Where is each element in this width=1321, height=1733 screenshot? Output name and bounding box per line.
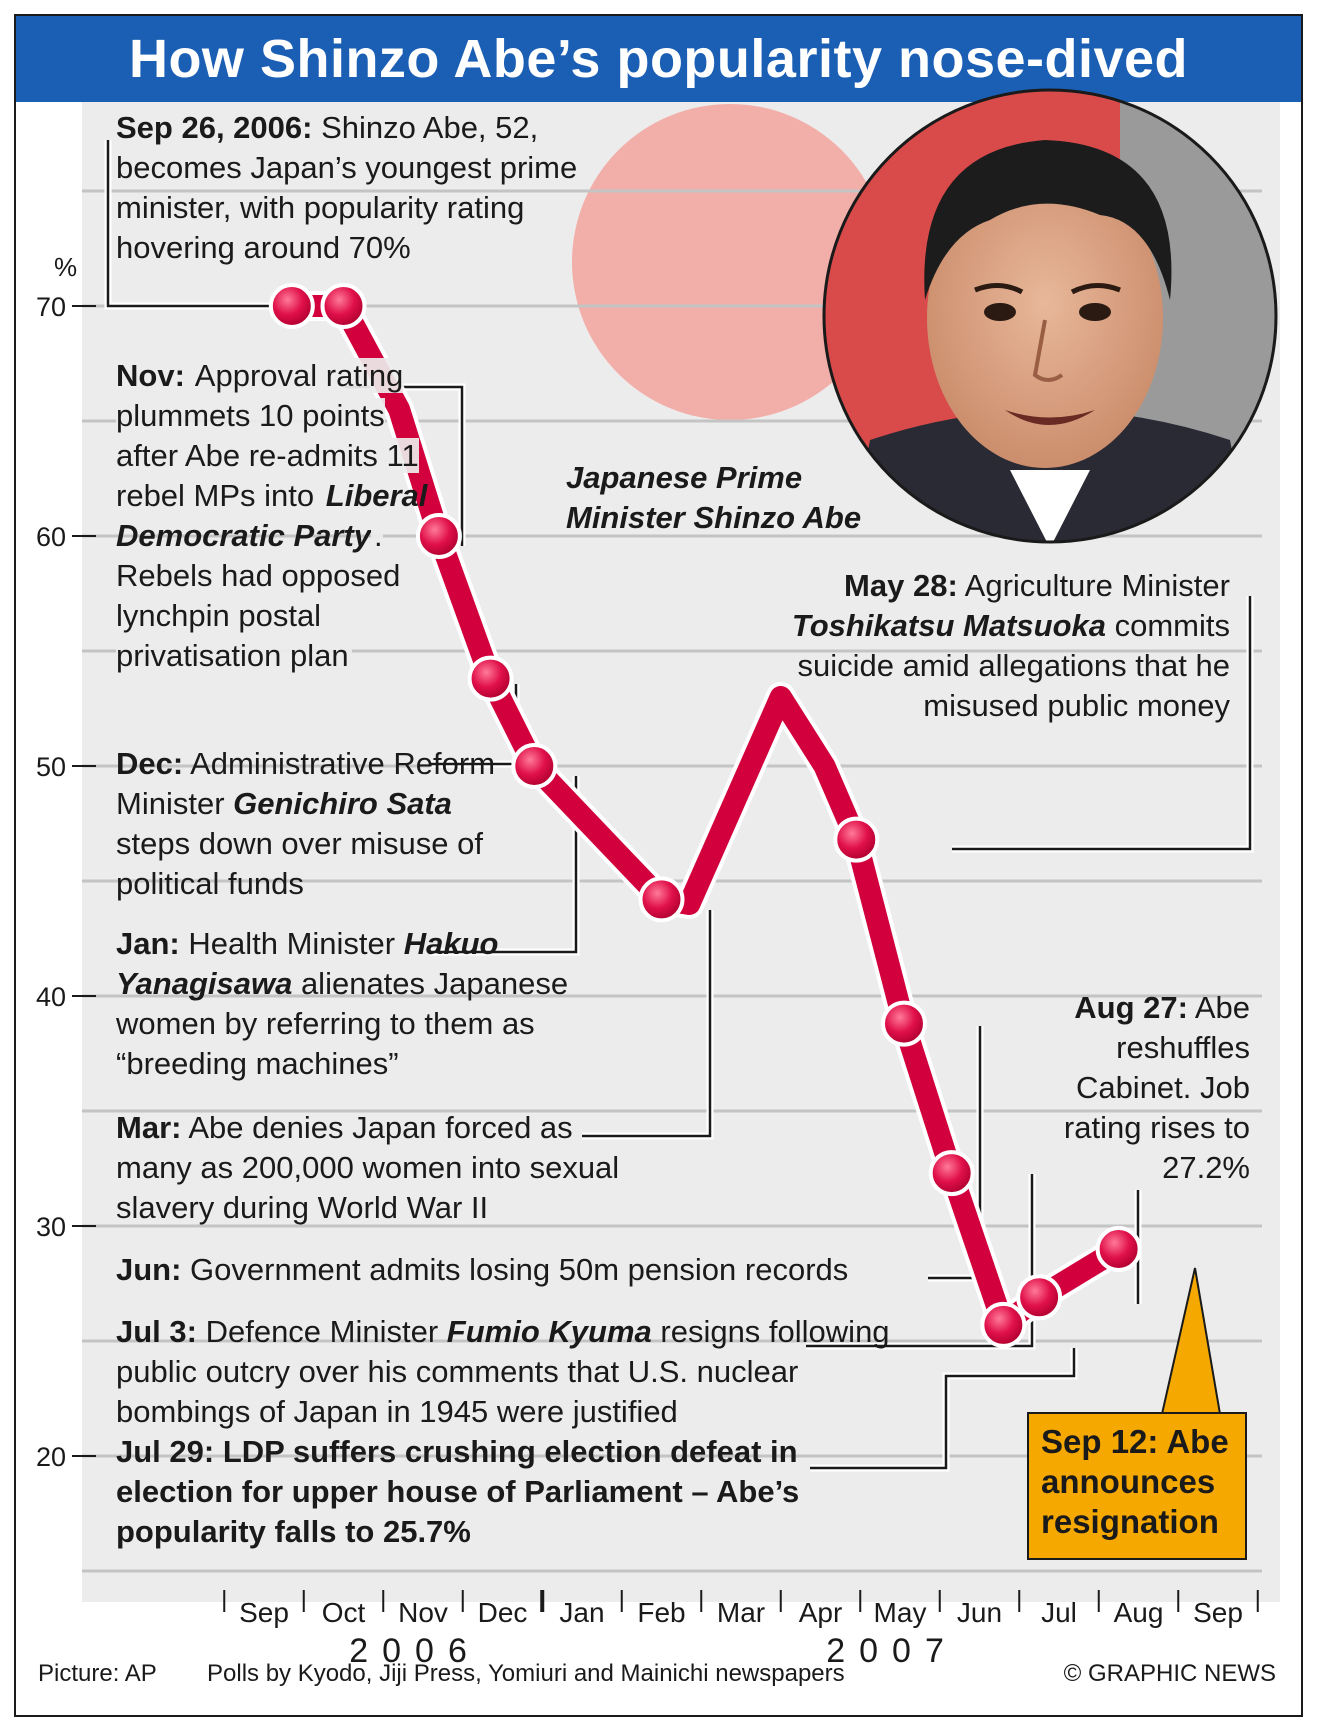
photo-caption: Japanese Prime Minister Shinzo Abe	[566, 460, 862, 535]
x-year-label: 2007	[826, 1632, 958, 1670]
data-point	[467, 655, 514, 702]
annotation-text-2: resigns following public outcry over his…	[116, 1314, 890, 1429]
title-bar: How Shinzo Abe’s popularity nose-dived	[16, 16, 1301, 102]
annotation-date: Aug 27:	[1074, 990, 1188, 1025]
y-tick-label: 30	[36, 1212, 66, 1242]
annotation-name: Toshikatsu Matsuoka	[791, 608, 1106, 643]
y-tick-label: 20	[36, 1442, 66, 1472]
annotation-mar: Mar: Abe denies Japan forced as many as …	[116, 1108, 646, 1228]
footer: Picture: AP Polls by Kyodo, Jiji Press, …	[0, 1660, 1321, 1696]
annotation-name: Fumio Kyuma	[446, 1314, 652, 1349]
annotation-date: Jan:	[116, 926, 180, 961]
x-year-label: 2006	[349, 1632, 481, 1670]
y-tick-label: 50	[36, 752, 66, 782]
popularity-series	[268, 283, 1142, 1348]
annotation-text: Government admits losing 50m pension rec…	[181, 1252, 849, 1287]
annotation-text: Agriculture Minister	[957, 568, 1230, 603]
series-line	[280, 295, 1130, 1336]
axes: % 70 60 50 40 30 20 Sep Oct Nov Dec Jan Feb Mar Apr May…	[36, 252, 1259, 1670]
x-tick-label: Mar	[717, 1597, 765, 1628]
annotation-text: Health Minister	[179, 926, 404, 961]
annotation-text: Jul 29: LDP suffers crushing election de…	[116, 1434, 800, 1549]
annotation-date: Mar:	[116, 1110, 182, 1145]
data-point	[320, 283, 367, 329]
annotation-nov: Nov: Approval rating plummets 10 points …	[116, 356, 436, 676]
data-point	[638, 876, 685, 923]
annotation-date: Dec:	[116, 746, 184, 781]
data-point	[1016, 1274, 1063, 1321]
annotation-date: Jul 3:	[116, 1314, 197, 1349]
data-point	[415, 513, 462, 559]
annotation-text-2: alienates Japanese women by referring to…	[116, 966, 569, 1081]
resign-callout: Sep 12: Abe announces resignation	[1027, 1412, 1247, 1560]
data-point	[928, 1150, 975, 1197]
resign-callout-text: Sep 12: Abe announces resignation	[1041, 1423, 1229, 1540]
annotation-text: Abe reshuffles Cabinet. Job rating rises…	[1063, 990, 1250, 1185]
annotation-name: Genichiro Sata	[233, 786, 452, 821]
annotation-jul29: Jul 29: LDP suffers crushing election de…	[116, 1432, 836, 1552]
annotation-text: Abe denies Japan forced as many as 200,0…	[116, 1110, 620, 1225]
leader-line	[106, 140, 276, 308]
x-tick-label: Jun	[957, 1597, 1002, 1628]
leader-line	[810, 1348, 1076, 1470]
annotation-date: Sep 26, 2006:	[116, 110, 313, 145]
annotation-text: Shinzo Abe, 52, becomes Japan’s youngest…	[116, 110, 578, 265]
annotation-jan: Jan: Health Minister Hakuo Yanagisawa al…	[116, 924, 616, 1084]
y-axis-unit: %	[54, 252, 77, 282]
portrait-ring	[822, 88, 1278, 544]
annotation-date: Jun:	[116, 1252, 182, 1287]
annotation-sep26: Sep 26, 2006: Shinzo Abe, 52, becomes Ja…	[116, 108, 586, 268]
data-point	[833, 816, 880, 863]
x-tick-label: Feb	[637, 1597, 685, 1628]
x-tick-label: Sep	[1193, 1597, 1243, 1628]
data-point	[511, 743, 558, 789]
copyright: © GRAPHIC NEWS	[1063, 1660, 1276, 1687]
annotation-party: Liberal Democratic Party	[116, 478, 428, 553]
polls-credit: Polls by Kyodo, Jiji Press, Yomiuri and …	[207, 1660, 845, 1687]
annotation-may28: May 28: Agriculture Minister Toshikatsu …	[750, 566, 1230, 726]
annotation-text: Defence Minister	[196, 1314, 447, 1349]
x-tick-label: Apr	[799, 1597, 843, 1628]
y-tick-label: 40	[36, 982, 66, 1012]
annotation-jun: Jun: Government admits losing 50m pensio…	[116, 1250, 936, 1290]
annotation-date: May 28:	[844, 568, 958, 603]
data-point	[268, 283, 315, 329]
leader-line	[430, 776, 578, 954]
x-tick-label: Dec	[478, 1597, 528, 1628]
annotation-name: Hakuo Yanagisawa	[116, 926, 499, 1001]
chart-title: How Shinzo Abe’s popularity nose-dived	[128, 29, 1189, 89]
annotation-jul3: Jul 3: Defence Minister Fumio Kyuma resi…	[116, 1312, 896, 1432]
data-point	[880, 1000, 927, 1047]
annotation-text: Administrative Reform Minister	[116, 746, 496, 821]
x-tick-label: Jul	[1041, 1597, 1077, 1628]
rising-sun-circle	[572, 104, 888, 420]
picture-credit: Picture: AP	[38, 1660, 157, 1687]
y-tick-label: 70	[36, 292, 66, 322]
x-tick-label: Aug	[1114, 1597, 1164, 1628]
annotation-dec: Dec: Administrative Reform Minister Geni…	[116, 744, 496, 904]
leader-line	[806, 1174, 1034, 1348]
x-tick-label: Sep	[239, 1597, 289, 1628]
annotation-aug27: Aug 27: Abe reshuffles Cabinet. Job rati…	[1020, 988, 1250, 1188]
x-tick-label: Oct	[322, 1597, 366, 1628]
portrait-photo	[824, 90, 1276, 542]
data-point	[980, 1301, 1027, 1348]
annotation-date: Nov:	[116, 358, 185, 393]
leader-line	[952, 596, 1252, 851]
leader-line	[582, 910, 712, 1138]
x-tick-label: Nov	[398, 1597, 448, 1628]
annotation-text-2: steps down over misuse of political fund…	[116, 826, 484, 901]
x-tick-label: May	[874, 1597, 927, 1628]
annotation-text-2: commits suicide amid allegations that he…	[797, 608, 1230, 723]
y-tick-label: 60	[36, 522, 66, 552]
x-tick-label: Jan	[559, 1597, 604, 1628]
data-point	[1095, 1226, 1142, 1272]
